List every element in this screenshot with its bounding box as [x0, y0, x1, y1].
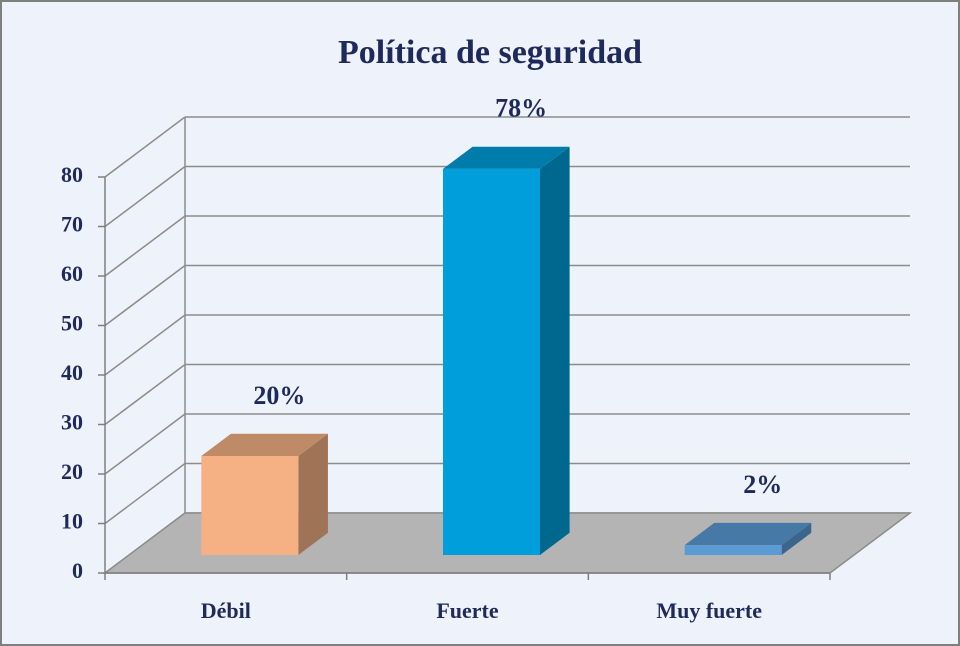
x-tick-label: Débil: [201, 598, 251, 623]
y-tick-label: 60: [61, 261, 83, 286]
x-tick-label: Muy fuerte: [656, 598, 762, 623]
data-label: 20%: [253, 381, 305, 410]
side-grid-line: [104, 165, 186, 228]
data-label: 2%: [743, 470, 782, 499]
x-tick-label: Fuerte: [436, 598, 499, 623]
data-label: 78%: [495, 94, 547, 123]
bar-side: [781, 522, 812, 555]
bar: [684, 545, 782, 555]
y-tick-label: 10: [61, 509, 83, 534]
side-grid-line: [104, 363, 186, 426]
y-tick-label: 80: [61, 162, 83, 187]
bar-side: [540, 146, 570, 555]
y-tick-label: 20: [61, 459, 83, 484]
bar: [201, 456, 299, 555]
bar-top: [443, 146, 570, 169]
side-grid-line: [104, 264, 186, 327]
side-grid-line: [104, 413, 186, 475]
y-tick-label: 0: [72, 558, 83, 583]
bar-top: [201, 433, 328, 456]
y-tick-label: 70: [61, 212, 83, 237]
bar-top: [684, 522, 812, 546]
bar-side: [298, 433, 328, 555]
side-grid-line: [104, 314, 186, 376]
side-grid-line: [104, 215, 186, 277]
y-tick-label: 30: [61, 410, 83, 435]
side-grid-line: [104, 462, 186, 525]
side-grid-line: [104, 116, 186, 178]
chart-title: Política de seguridad: [338, 34, 642, 71]
bar: [443, 168, 540, 555]
y-tick-label: 50: [61, 311, 83, 336]
y-tick-label: 40: [61, 360, 83, 385]
